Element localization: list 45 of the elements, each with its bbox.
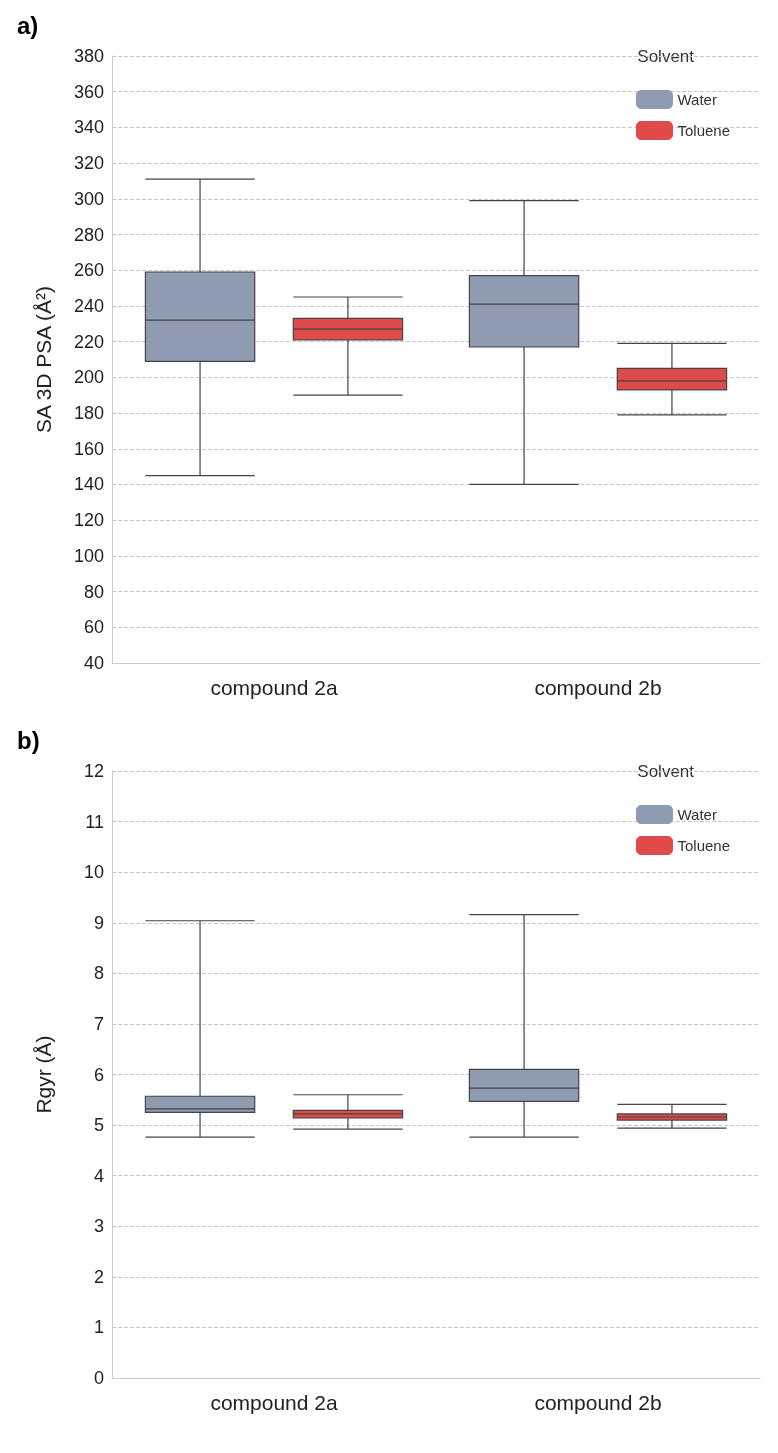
y-tick-label: 240 xyxy=(73,295,104,316)
y-axis-title: SA 3D PSA (Å²) xyxy=(32,285,55,434)
y-tick-label: 340 xyxy=(73,117,104,138)
y-tick-label: 40 xyxy=(83,653,104,673)
x-tick-label: compound 2b xyxy=(534,1391,662,1414)
y-tick-label: 3 xyxy=(93,1216,104,1237)
y-tick-label: 9 xyxy=(93,912,104,933)
y-tick-label: 6 xyxy=(93,1064,104,1085)
y-tick-label: 11 xyxy=(85,811,104,832)
legend-title: Solvent xyxy=(637,762,695,781)
y-tick-label: 300 xyxy=(73,188,104,209)
y-tick-label: 1 xyxy=(93,1317,104,1338)
legend-label: Water xyxy=(677,806,717,823)
legend-label: Toluene xyxy=(677,837,730,854)
y-tick-label: 380 xyxy=(73,46,104,66)
y-tick-label: 200 xyxy=(73,367,104,388)
y-tick-label: 80 xyxy=(83,581,104,602)
x-tick-label: compound 2b xyxy=(534,676,662,699)
y-tick-label: 140 xyxy=(73,474,104,495)
x-tick-label: compound 2a xyxy=(210,676,338,699)
y-tick-label: 7 xyxy=(93,1013,104,1034)
x-tick-label: compound 2a xyxy=(210,1391,338,1414)
y-tick-label: 8 xyxy=(93,963,104,984)
y-axis-title: Rgyr (Å) xyxy=(32,1035,55,1114)
y-tick-label: 5 xyxy=(93,1115,104,1136)
legend-label: Toluene xyxy=(677,122,730,139)
y-tick-label: 100 xyxy=(73,545,104,566)
y-tick-label: 180 xyxy=(73,403,104,424)
chart-title: b) xyxy=(17,726,40,754)
y-tick-label: 320 xyxy=(73,153,104,174)
legend-title: Solvent xyxy=(637,47,695,66)
legend-label: Water xyxy=(677,91,717,108)
chart-title: a) xyxy=(17,11,39,39)
y-tick-label: 160 xyxy=(73,438,104,459)
y-tick-label: 12 xyxy=(83,761,104,781)
y-tick-label: 0 xyxy=(93,1368,104,1388)
y-tick-label: 4 xyxy=(93,1165,104,1186)
y-tick-label: 120 xyxy=(73,510,104,531)
y-tick-label: 60 xyxy=(83,617,104,638)
y-tick-label: 360 xyxy=(73,81,104,102)
y-tick-label: 2 xyxy=(93,1266,104,1287)
y-tick-label: 220 xyxy=(73,331,104,352)
y-tick-label: 280 xyxy=(73,224,104,245)
y-tick-label: 260 xyxy=(73,260,104,281)
y-tick-label: 10 xyxy=(83,862,104,883)
